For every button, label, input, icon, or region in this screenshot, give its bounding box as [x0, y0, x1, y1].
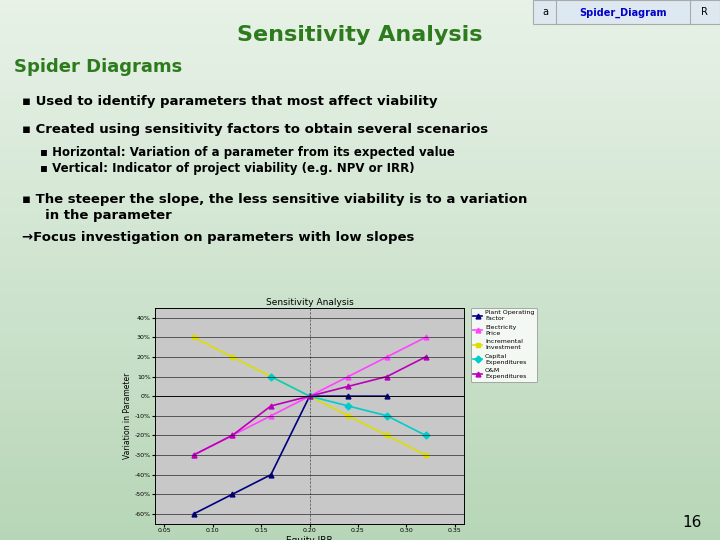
O&M
Expenditures — [383, 373, 392, 380]
Incremental
Investment — [383, 432, 392, 438]
Capital
Expenditures — [305, 393, 314, 400]
Line: Plant Operating
Factor: Plant Operating Factor — [191, 394, 390, 516]
O&M
Expenditures — [305, 393, 314, 400]
Electricity
Price — [266, 413, 275, 419]
Electricity
Price — [305, 393, 314, 400]
FancyBboxPatch shape — [533, 0, 720, 24]
O&M
Expenditures — [189, 452, 198, 458]
Electricity
Price — [421, 334, 430, 341]
Text: ▪ The steeper the slope, the less sensitive viability is to a variation
     in : ▪ The steeper the slope, the less sensit… — [22, 193, 527, 222]
Y-axis label: Variation in Parameter: Variation in Parameter — [122, 373, 132, 459]
Plant Operating
Factor — [305, 393, 314, 400]
Capital
Expenditures — [383, 413, 392, 419]
Electricity
Price — [228, 432, 236, 438]
Text: Spider_Diagram: Spider_Diagram — [579, 7, 667, 18]
Line: O&M
Expenditures: O&M Expenditures — [191, 354, 428, 457]
O&M
Expenditures — [228, 432, 236, 438]
Text: ▪ Vertical: Indicator of project viability (e.g. NPV or IRR): ▪ Vertical: Indicator of project viabili… — [40, 162, 414, 175]
Incremental
Investment — [344, 413, 353, 419]
Plant Operating
Factor — [189, 511, 198, 517]
Incremental
Investment — [228, 354, 236, 360]
Capital
Expenditures — [266, 373, 275, 380]
Text: ▪ Used to identify parameters that most affect viability: ▪ Used to identify parameters that most … — [22, 94, 437, 107]
Legend: Plant Operating
Factor, Electricity
Price, Incremental
Investment, Capital
Expen: Plant Operating Factor, Electricity Pric… — [471, 308, 537, 382]
Plant Operating
Factor — [266, 471, 275, 478]
Plant Operating
Factor — [344, 393, 353, 400]
Text: ▪ Horizontal: Variation of a parameter from its expected value: ▪ Horizontal: Variation of a parameter f… — [40, 146, 454, 159]
X-axis label: Equity IRR: Equity IRR — [287, 536, 333, 540]
Incremental
Investment — [421, 452, 430, 458]
Text: R: R — [701, 8, 708, 17]
Electricity
Price — [383, 354, 392, 360]
Title: Sensitivity Analysis: Sensitivity Analysis — [266, 298, 354, 307]
Text: Spider Diagrams: Spider Diagrams — [14, 58, 183, 77]
O&M
Expenditures — [266, 403, 275, 409]
Text: ▪ Created using sensitivity factors to obtain several scenarios: ▪ Created using sensitivity factors to o… — [22, 123, 487, 136]
Text: →Focus investigation on parameters with low slopes: →Focus investigation on parameters with … — [22, 231, 414, 244]
Electricity
Price — [344, 373, 353, 380]
Capital
Expenditures — [344, 403, 353, 409]
Incremental
Investment — [266, 373, 275, 380]
O&M
Expenditures — [421, 354, 430, 360]
Text: 16: 16 — [683, 515, 702, 530]
Plant Operating
Factor — [228, 491, 236, 497]
Line: Electricity
Price: Electricity Price — [191, 335, 428, 457]
Text: a: a — [542, 8, 548, 17]
Incremental
Investment — [305, 393, 314, 400]
O&M
Expenditures — [344, 383, 353, 389]
Text: Sensitivity Analysis: Sensitivity Analysis — [238, 25, 482, 45]
Capital
Expenditures — [421, 432, 430, 438]
Line: Incremental
Investment: Incremental Investment — [191, 335, 428, 457]
Electricity
Price — [189, 452, 198, 458]
Line: Capital
Expenditures: Capital Expenditures — [269, 374, 428, 438]
Incremental
Investment — [189, 334, 198, 341]
Plant Operating
Factor — [383, 393, 392, 400]
